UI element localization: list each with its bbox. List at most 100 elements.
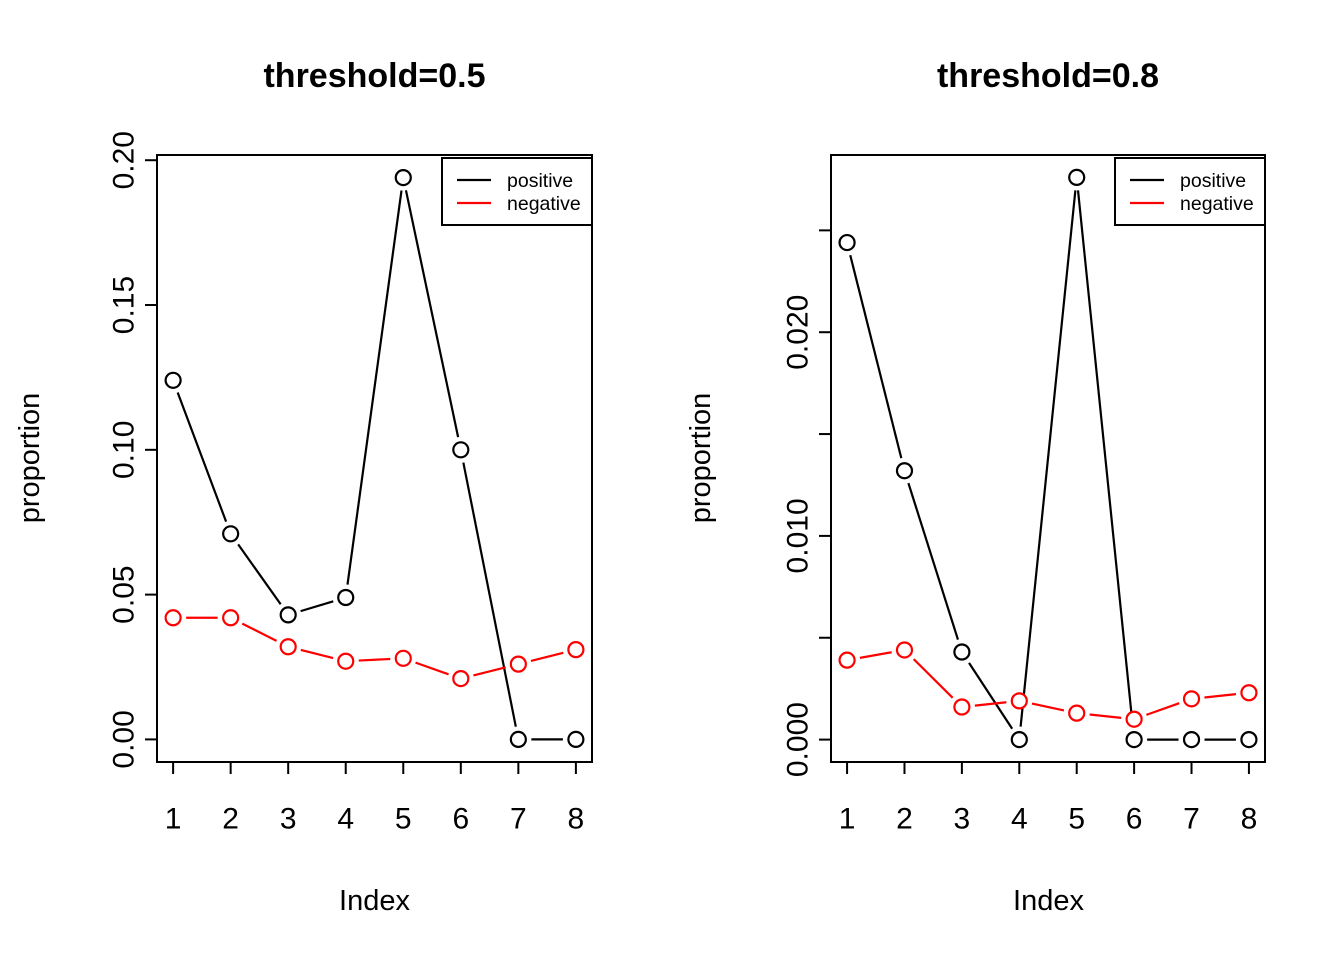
legend-label-negative: negative xyxy=(507,193,581,215)
positive-point xyxy=(567,730,585,749)
negative-point xyxy=(953,698,971,716)
series-positive xyxy=(164,168,585,749)
chart-left-xlabel: Index xyxy=(339,885,410,917)
chart-panel: 0.00 0.05 0.10 0.15 0.20 1 2 3 4 5 6 7 8 positivenega… xyxy=(108,131,593,836)
negative-point xyxy=(164,609,182,627)
positive-line-segment xyxy=(462,462,517,727)
negative-line-segment xyxy=(300,648,334,660)
positive-point xyxy=(1068,168,1086,187)
negative-point xyxy=(279,638,297,656)
chart-right-xlabel: Index xyxy=(1013,885,1084,917)
negative-point xyxy=(222,609,240,627)
negative-point xyxy=(1125,710,1143,728)
legend-label-positive: positive xyxy=(507,170,573,192)
x-tick-label: 7 xyxy=(1183,803,1200,836)
positive-point xyxy=(895,462,914,480)
x-tick-label: 3 xyxy=(954,803,971,836)
negative-line-segment xyxy=(358,657,391,662)
series-positive xyxy=(838,168,1258,749)
positive-line-segment xyxy=(907,482,960,640)
positive-point xyxy=(394,168,412,187)
negative-line-segment xyxy=(974,701,1007,707)
positive-line-segment xyxy=(300,600,334,613)
positive-point xyxy=(953,643,971,661)
negative-point xyxy=(337,652,355,670)
negative-point xyxy=(567,641,585,659)
negative-line-segment xyxy=(1145,702,1180,716)
legend-label-negative: negative xyxy=(1180,193,1254,215)
x-tick-label: 6 xyxy=(452,803,469,836)
y-tick-label: 0.00 xyxy=(108,710,141,768)
positive-line-segment xyxy=(1019,190,1077,727)
negative-line-segment xyxy=(530,651,564,663)
positive-point xyxy=(337,588,355,607)
negative-point xyxy=(394,649,412,667)
positive-point xyxy=(222,525,240,543)
positive-point xyxy=(1240,730,1258,749)
positive-line-segment xyxy=(346,190,403,585)
positive-point xyxy=(164,371,182,389)
positive-point xyxy=(838,233,856,252)
positive-line-segment xyxy=(849,254,903,459)
positive-line-segment xyxy=(237,543,282,605)
y-tick-label: 0.10 xyxy=(108,421,141,479)
positive-point xyxy=(1010,730,1028,749)
x-tick-label: 5 xyxy=(395,803,412,836)
negative-point xyxy=(509,655,527,673)
negative-point xyxy=(1010,692,1028,710)
x-tick-label: 3 xyxy=(280,803,297,836)
legend-box xyxy=(1114,157,1266,226)
positive-point xyxy=(1125,730,1143,749)
x-tick-label: 2 xyxy=(896,803,913,836)
negative-line-segment xyxy=(912,658,954,699)
negative-line-segment xyxy=(1204,693,1237,699)
negative-line-segment xyxy=(241,622,278,642)
negative-point xyxy=(1182,690,1201,708)
negative-point xyxy=(452,669,470,688)
positive-line-segment xyxy=(176,392,228,523)
x-tick-label: 1 xyxy=(839,803,856,836)
negative-line-segment xyxy=(859,651,892,659)
x-tick-label: 4 xyxy=(1011,803,1028,836)
y-tick-label: 0.05 xyxy=(108,565,141,623)
x-tick-label: 8 xyxy=(1241,803,1258,836)
y-tick-label: 0.000 xyxy=(782,702,815,777)
negative-point xyxy=(895,641,914,659)
chart-left-title: threshold=0.5 xyxy=(263,57,486,95)
x-tick-label: 2 xyxy=(222,803,239,836)
negative-line-segment xyxy=(415,661,449,676)
negative-line-segment xyxy=(473,666,507,677)
x-tick-label: 1 xyxy=(165,803,182,836)
negative-point xyxy=(1240,684,1258,702)
x-tick-label: 7 xyxy=(510,803,527,836)
positive-point xyxy=(1182,730,1201,749)
plot-box xyxy=(156,154,593,763)
positive-point xyxy=(452,441,470,459)
negative-point xyxy=(1068,704,1086,722)
legend-label-positive: positive xyxy=(1180,170,1246,192)
x-tick-label: 6 xyxy=(1126,803,1143,836)
y-tick-label: 0.010 xyxy=(782,498,815,573)
negative-point xyxy=(838,651,856,669)
y-tick-label: 0.20 xyxy=(108,131,141,189)
positive-line-segment xyxy=(968,662,1014,730)
y-tick-label: 0.020 xyxy=(782,295,815,370)
positive-line-segment xyxy=(1076,190,1134,727)
series-negative xyxy=(838,641,1258,728)
negative-line-segment xyxy=(1089,713,1122,719)
x-tick-label: 4 xyxy=(337,803,354,836)
y-tick-label: 0.15 xyxy=(108,276,141,334)
x-tick-label: 5 xyxy=(1068,803,1085,836)
legend-box xyxy=(441,157,593,226)
negative-line-segment xyxy=(1031,702,1065,712)
series-negative xyxy=(164,609,585,688)
positive-point xyxy=(279,606,297,624)
plot-box xyxy=(830,154,1266,763)
x-tick-label: 8 xyxy=(568,803,585,836)
positive-line-segment xyxy=(404,190,460,438)
